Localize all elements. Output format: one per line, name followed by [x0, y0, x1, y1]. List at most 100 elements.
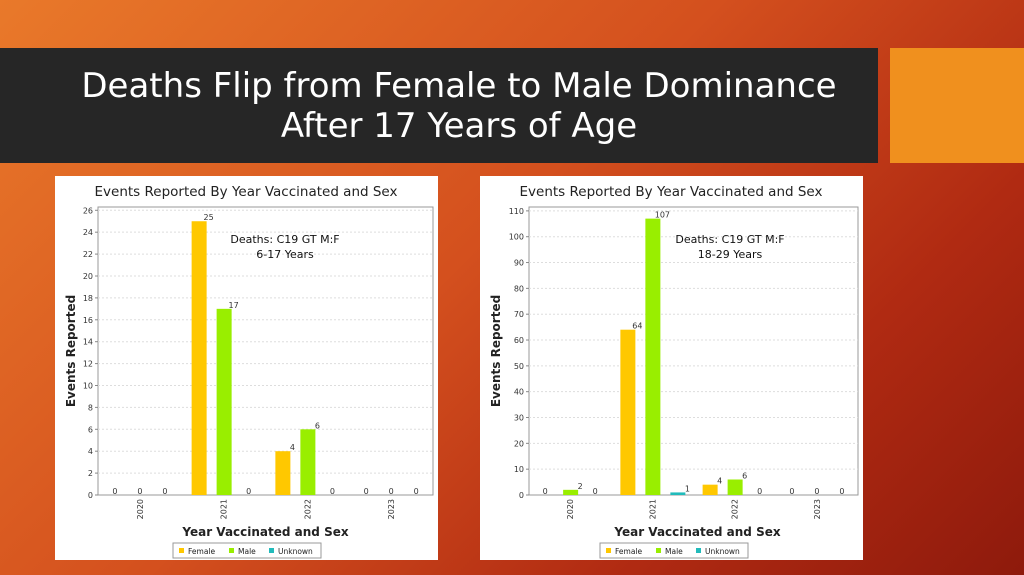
y-tick-label: 110: [509, 207, 524, 216]
y-tick-label: 100: [509, 233, 524, 242]
y-tick-label: 50: [514, 362, 524, 371]
bar-female-2022: [702, 484, 718, 495]
legend-label-unknown: Unknown: [705, 547, 740, 556]
slide-title-line1: Deaths Flip from Female to Male Dominanc…: [81, 66, 837, 106]
data-label: 0: [414, 487, 419, 496]
legend-swatch-unknown: [696, 548, 701, 553]
y-tick-label: 12: [83, 360, 93, 369]
y-tick-label: 26: [83, 206, 93, 215]
legend-swatch-female: [606, 548, 611, 553]
y-tick-label: 30: [514, 414, 524, 423]
y-tick-label: 4: [88, 447, 93, 456]
chart-title: Events Reported By Year Vaccinated and S…: [95, 184, 398, 200]
data-label: 1: [685, 484, 690, 493]
annotation-line1: Deaths: C19 GT M:F: [675, 233, 784, 246]
bar-male-2022: [727, 479, 743, 495]
data-label: 17: [229, 301, 239, 310]
annotation-line2: 6-17 Years: [256, 248, 314, 261]
bar-male-2022: [300, 429, 316, 495]
bar-female-2021: [191, 221, 207, 495]
chart-svg: Events Reported By Year Vaccinated and S…: [489, 184, 859, 559]
data-label: 0: [593, 487, 598, 496]
data-label: 6: [742, 472, 747, 481]
y-axis-label: Events Reported: [64, 295, 78, 407]
y-axis-label: Events Reported: [489, 295, 503, 407]
legend-swatch-female: [179, 548, 184, 553]
chart-6-17-years: Events Reported By Year Vaccinated and S…: [55, 176, 438, 560]
bar-male-2021: [645, 218, 661, 495]
chart-18-29-years: Events Reported By Year Vaccinated and S…: [480, 176, 863, 560]
chart-svg: Events Reported By Year Vaccinated and S…: [64, 184, 434, 559]
annotation-line1: Deaths: C19 GT M:F: [230, 233, 339, 246]
data-label: 0: [789, 487, 794, 496]
plot-area: [528, 206, 859, 496]
y-tick-label: 0: [88, 491, 93, 500]
legend-label-unknown: Unknown: [278, 547, 313, 556]
data-label: 0: [814, 487, 819, 496]
y-tick-label: 10: [83, 381, 93, 390]
annotation-line2: 18-29 Years: [698, 248, 763, 261]
y-tick-label: 40: [514, 388, 524, 397]
data-label: 0: [389, 487, 394, 496]
y-tick-label: 6: [88, 425, 93, 434]
bar-unknown-2021: [670, 492, 686, 495]
x-tick-label-2020: 2020: [136, 499, 145, 519]
y-tick-label: 16: [83, 316, 93, 325]
data-label: 0: [137, 487, 142, 496]
legend-label-female: Female: [615, 547, 643, 556]
legend-swatch-male: [656, 548, 661, 553]
slide-title-line2: After 17 Years of Age: [280, 106, 638, 146]
legend-label-male: Male: [238, 547, 256, 556]
data-label: 4: [717, 477, 722, 486]
data-label: 0: [330, 487, 335, 496]
data-label: 0: [364, 487, 369, 496]
x-tick-label-2022: 2022: [731, 499, 740, 519]
x-tick-label-2022: 2022: [303, 499, 312, 519]
legend-swatch-unknown: [269, 548, 274, 553]
data-label: 107: [655, 211, 670, 220]
x-tick-label-2023: 2023: [387, 499, 396, 519]
data-label: 0: [757, 487, 762, 496]
x-tick-label-2021: 2021: [220, 499, 229, 519]
y-tick-label: 24: [83, 228, 93, 237]
bar-female-2022: [275, 451, 291, 495]
bar-male-2021: [216, 308, 232, 495]
data-label: 64: [632, 322, 642, 331]
legend: [599, 542, 749, 559]
y-tick-label: 22: [83, 250, 93, 259]
data-label: 0: [162, 487, 167, 496]
data-label: 0: [839, 487, 844, 496]
y-tick-label: 2: [88, 469, 93, 478]
accent-block: [890, 48, 1024, 163]
y-tick-label: 20: [514, 439, 524, 448]
slide-title: Deaths Flip from Female to Male Dominanc…: [0, 48, 878, 163]
data-label: 0: [543, 487, 548, 496]
legend-label-male: Male: [665, 547, 683, 556]
data-label: 6: [315, 421, 320, 430]
x-tick-label-2020: 2020: [566, 499, 575, 519]
bar-female-2021: [620, 329, 636, 495]
bar-male-2020: [563, 489, 579, 495]
y-tick-label: 0: [519, 491, 524, 500]
legend-label-female: Female: [188, 547, 216, 556]
legend: [172, 542, 322, 559]
y-tick-label: 20: [83, 272, 93, 281]
legend-swatch-male: [229, 548, 234, 553]
y-tick-label: 80: [514, 284, 524, 293]
y-tick-label: 60: [514, 336, 524, 345]
data-label: 4: [290, 443, 295, 452]
y-tick-label: 18: [83, 294, 93, 303]
x-axis-label: Year Vaccinated and Sex: [613, 525, 780, 539]
x-tick-label-2023: 2023: [813, 499, 822, 519]
y-tick-label: 70: [514, 310, 524, 319]
data-label: 0: [112, 487, 117, 496]
plot-area: [97, 206, 434, 496]
y-tick-label: 90: [514, 259, 524, 268]
data-label: 2: [578, 482, 583, 491]
x-axis-label: Year Vaccinated and Sex: [181, 525, 348, 539]
x-tick-label-2021: 2021: [648, 499, 657, 519]
y-tick-label: 10: [514, 465, 524, 474]
y-tick-label: 14: [83, 338, 93, 347]
data-label: 0: [246, 487, 251, 496]
y-tick-label: 8: [88, 403, 93, 412]
